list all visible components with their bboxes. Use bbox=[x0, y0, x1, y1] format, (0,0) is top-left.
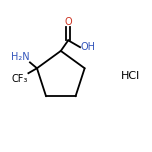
Text: OH: OH bbox=[81, 42, 96, 52]
Text: H₂N: H₂N bbox=[11, 52, 29, 62]
Text: HCl: HCl bbox=[121, 71, 140, 81]
Text: CF₃: CF₃ bbox=[11, 74, 28, 84]
Text: O: O bbox=[64, 17, 72, 27]
